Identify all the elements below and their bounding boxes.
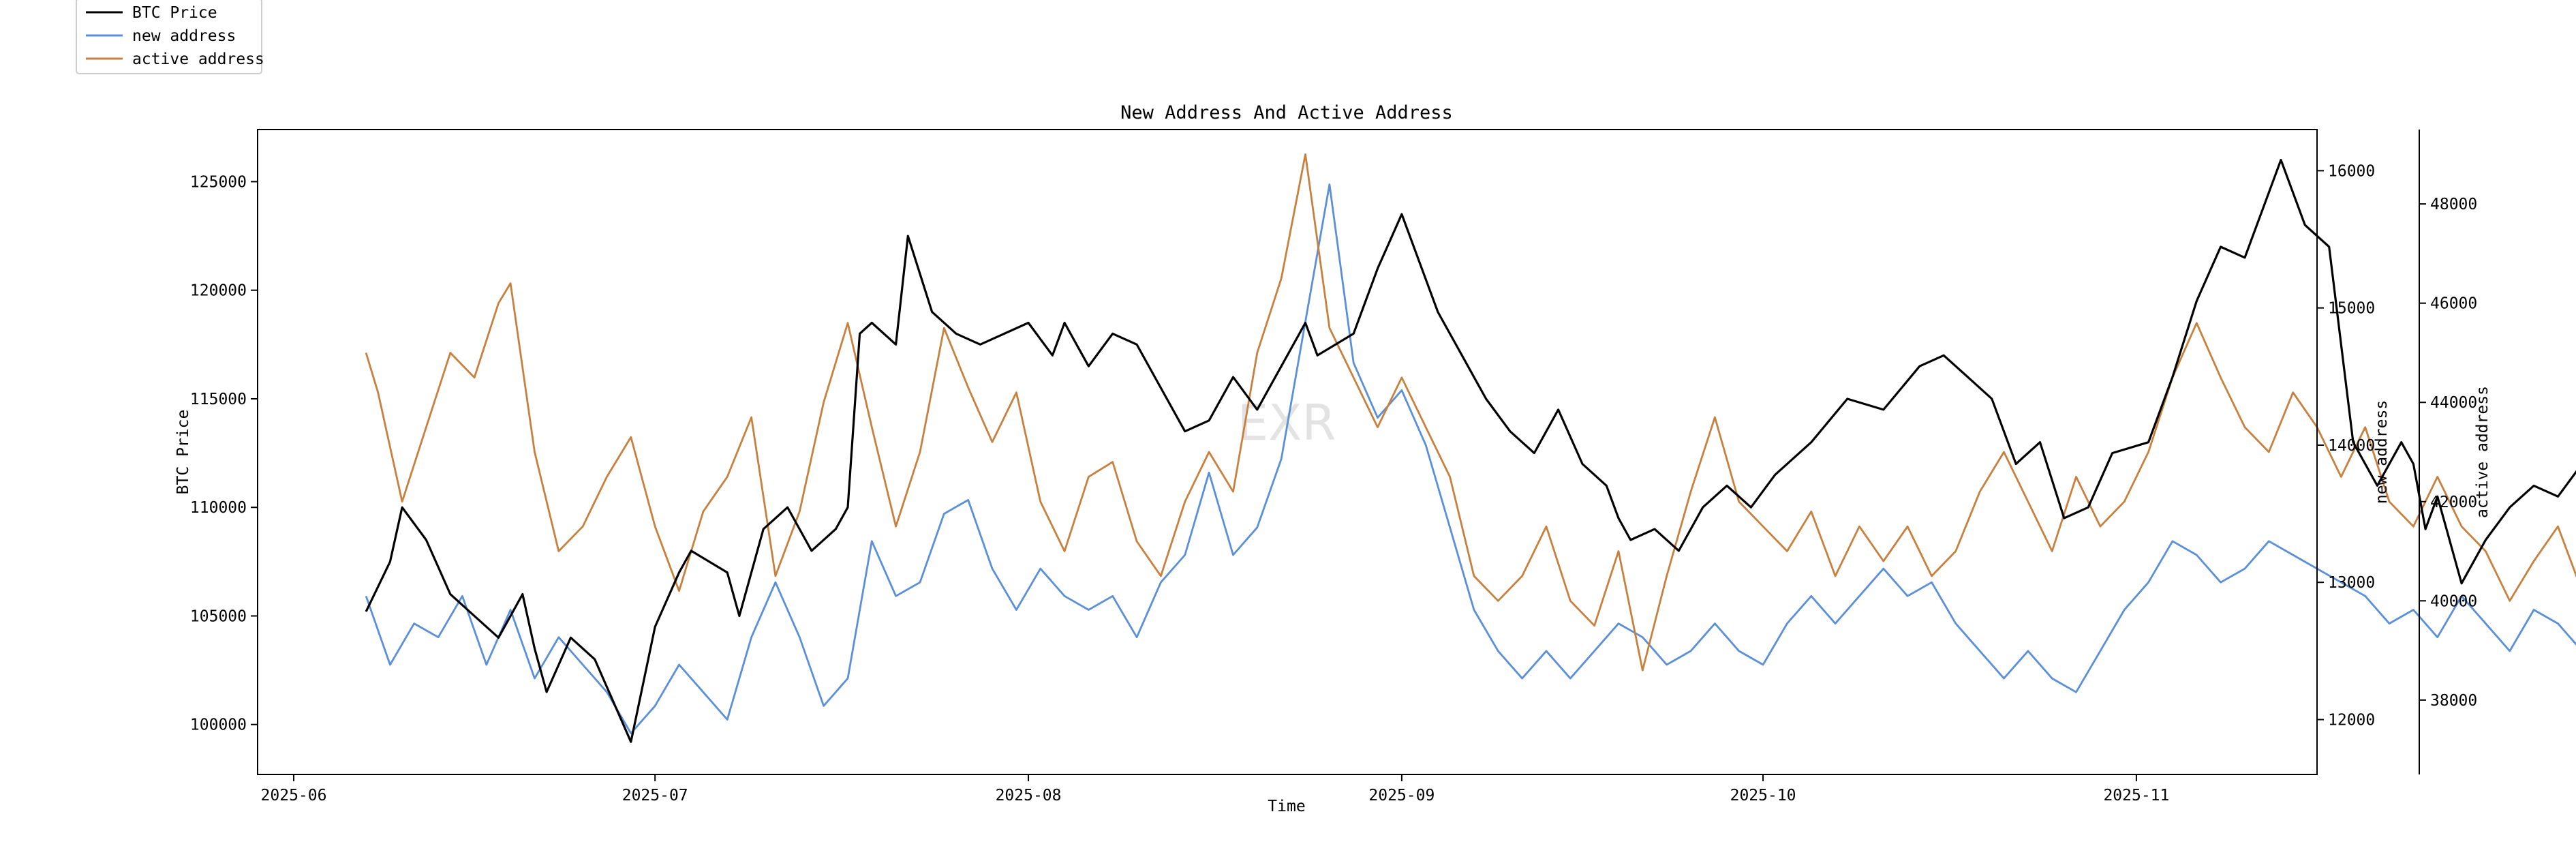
y-tick-label-active-address: 46000: [2430, 295, 2477, 313]
x-tick-label: 2025-07: [622, 787, 688, 804]
legend-label-active-address: active address: [132, 50, 264, 68]
series-line-btc-price: [365, 159, 2576, 743]
y-axis-label-new-address: new address: [2373, 400, 2391, 504]
axes-layer: 2025-06 2025-07 2025-08 2025-09 2025-10 2025-…: [190, 129, 2477, 804]
y-tick-label-active-address: 44000: [2430, 394, 2477, 412]
y-tick-label-left: 115000: [190, 391, 247, 408]
x-tick-label: 2025-11: [2103, 787, 2169, 804]
chart-title: New Address And Active Address: [1120, 102, 1453, 123]
y-tick-label-new-address: 12000: [2328, 711, 2375, 729]
x-tick-label: 2025-08: [996, 787, 1062, 804]
y-tick-label-new-address: 16000: [2328, 162, 2375, 180]
series-line-active-address: [365, 153, 2576, 672]
legend: BTC Price new address active address: [76, 0, 264, 74]
series-layer: [365, 153, 2576, 743]
legend-box: [76, 0, 262, 74]
plot-frame: [257, 129, 2318, 775]
y-tick-label-left: 125000: [190, 173, 247, 191]
y-tick-label-active-address: 48000: [2430, 196, 2477, 213]
y-tick-label-new-address: 13000: [2328, 574, 2375, 592]
x-axis-label: Time: [1268, 798, 1305, 815]
x-tick-label: 2025-09: [1368, 787, 1435, 804]
legend-label-btc-price: BTC Price: [132, 4, 217, 22]
x-tick-label: 2025-10: [1730, 787, 1796, 804]
y-axis-label-btc-price: BTC Price: [174, 410, 192, 495]
legend-label-new-address: new address: [132, 27, 236, 45]
y-axis-label-active-address: active address: [2474, 386, 2491, 518]
series-line-new-address: [365, 183, 2576, 734]
y-tick-label-active-address: 40000: [2430, 592, 2477, 610]
y-tick-label-new-address: 15000: [2328, 300, 2375, 318]
y-tick-label-left: 110000: [190, 499, 247, 517]
y-tick-label-left: 120000: [190, 282, 247, 300]
x-tick-label: 2025-06: [261, 787, 327, 804]
y-tick-label-active-address: 38000: [2430, 692, 2477, 710]
y-tick-label-active-address: 42000: [2430, 494, 2477, 511]
y-tick-label-new-address: 14000: [2328, 437, 2375, 455]
y-tick-label-left: 100000: [190, 717, 247, 734]
y-tick-label-left: 105000: [190, 607, 247, 625]
